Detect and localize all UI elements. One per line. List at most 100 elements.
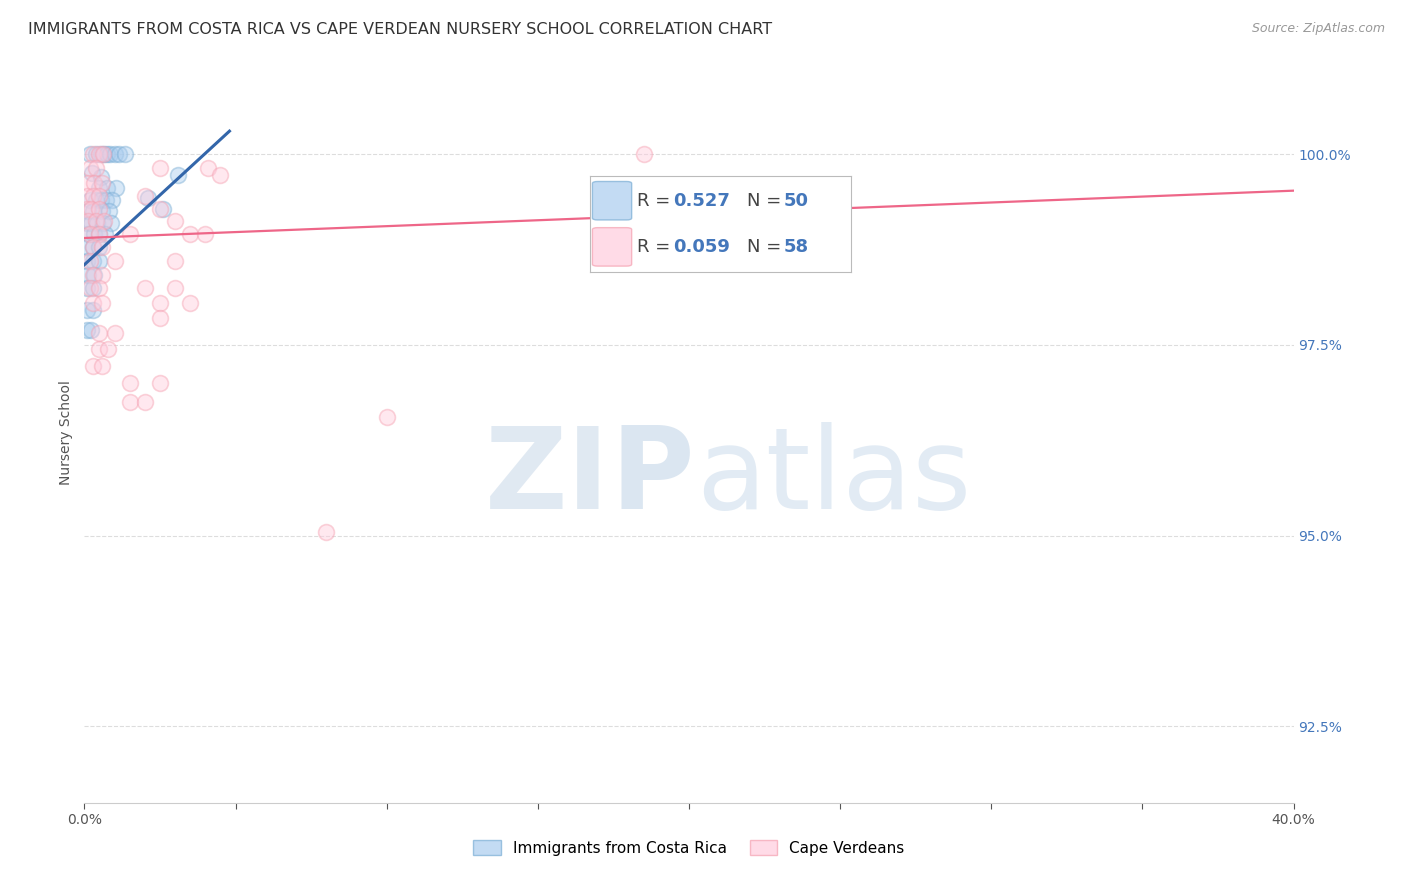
Point bbox=[83, 227, 105, 242]
Legend: Immigrants from Costa Rica, Cape Verdeans: Immigrants from Costa Rica, Cape Verdean… bbox=[467, 834, 911, 862]
Point bbox=[152, 202, 174, 216]
Point bbox=[76, 322, 98, 336]
Point bbox=[209, 169, 232, 183]
Point bbox=[134, 189, 156, 203]
Point bbox=[82, 268, 104, 282]
Point bbox=[79, 253, 101, 268]
Point bbox=[91, 147, 114, 161]
Point bbox=[101, 193, 124, 207]
Text: atlas: atlas bbox=[696, 422, 972, 533]
Point bbox=[93, 147, 115, 161]
Point bbox=[82, 189, 104, 203]
Point bbox=[118, 395, 141, 409]
Point bbox=[77, 176, 100, 190]
Point bbox=[89, 181, 111, 195]
Point bbox=[134, 395, 156, 409]
Point bbox=[82, 240, 104, 254]
Point bbox=[84, 214, 107, 228]
Text: N =: N = bbox=[747, 238, 787, 256]
Point bbox=[82, 359, 104, 374]
Point bbox=[76, 202, 98, 216]
Point bbox=[79, 227, 101, 242]
Point bbox=[84, 193, 107, 207]
Point bbox=[76, 216, 98, 230]
Text: R =: R = bbox=[637, 238, 676, 256]
Point bbox=[80, 322, 103, 336]
Point bbox=[194, 227, 217, 242]
Point bbox=[90, 176, 112, 190]
Point bbox=[90, 296, 112, 310]
Point bbox=[84, 161, 107, 175]
Y-axis label: Nursery School: Nursery School bbox=[59, 380, 73, 485]
Point bbox=[90, 268, 112, 282]
Point bbox=[104, 147, 127, 161]
Point bbox=[165, 214, 187, 228]
Point bbox=[80, 202, 103, 216]
Point bbox=[90, 204, 112, 219]
Point bbox=[97, 342, 120, 356]
Point bbox=[96, 147, 118, 161]
Point bbox=[76, 189, 98, 203]
Point bbox=[104, 253, 127, 268]
Point bbox=[82, 147, 104, 161]
Point bbox=[108, 147, 131, 161]
Point bbox=[87, 202, 110, 216]
Point bbox=[79, 280, 101, 294]
Point bbox=[118, 227, 141, 242]
Point bbox=[87, 147, 110, 161]
Point bbox=[149, 376, 172, 390]
Point bbox=[96, 181, 118, 195]
Point bbox=[93, 214, 115, 228]
Text: N =: N = bbox=[747, 192, 787, 210]
Point bbox=[82, 296, 104, 310]
FancyBboxPatch shape bbox=[592, 181, 631, 220]
Text: IMMIGRANTS FROM COSTA RICA VS CAPE VERDEAN NURSERY SCHOOL CORRELATION CHART: IMMIGRANTS FROM COSTA RICA VS CAPE VERDE… bbox=[28, 22, 772, 37]
Point bbox=[76, 240, 98, 254]
Point bbox=[87, 326, 110, 341]
Point bbox=[86, 147, 108, 161]
Point bbox=[136, 191, 159, 205]
Point bbox=[77, 204, 100, 219]
Point bbox=[77, 268, 100, 282]
Point bbox=[79, 161, 101, 175]
Point bbox=[83, 176, 105, 190]
Point bbox=[90, 359, 112, 374]
Point bbox=[94, 193, 117, 207]
Text: Source: ZipAtlas.com: Source: ZipAtlas.com bbox=[1251, 22, 1385, 36]
Text: P: P bbox=[610, 422, 693, 533]
Point bbox=[98, 204, 121, 219]
Point bbox=[91, 216, 114, 230]
Text: ZI: ZI bbox=[485, 422, 610, 533]
Text: 0.059: 0.059 bbox=[673, 238, 730, 256]
Point bbox=[104, 326, 127, 341]
Point bbox=[76, 253, 98, 268]
Point bbox=[87, 189, 110, 203]
Point bbox=[165, 253, 187, 268]
Point bbox=[87, 227, 110, 242]
Point bbox=[87, 280, 110, 294]
Point bbox=[149, 296, 172, 310]
Point bbox=[79, 147, 101, 161]
Point bbox=[86, 216, 108, 230]
Point bbox=[134, 280, 156, 294]
Point bbox=[179, 227, 201, 242]
Point bbox=[179, 296, 201, 310]
Point bbox=[90, 147, 112, 161]
Point bbox=[82, 204, 104, 219]
Point bbox=[149, 311, 172, 326]
Point bbox=[114, 147, 136, 161]
Text: 58: 58 bbox=[783, 238, 808, 256]
Point bbox=[149, 202, 172, 216]
Point bbox=[633, 147, 655, 161]
Point bbox=[80, 166, 103, 180]
Point bbox=[315, 524, 337, 539]
Point bbox=[82, 253, 104, 268]
Point bbox=[90, 169, 112, 184]
Point bbox=[167, 169, 190, 183]
Point bbox=[149, 161, 172, 175]
Point bbox=[87, 240, 110, 254]
FancyBboxPatch shape bbox=[592, 227, 631, 266]
Point bbox=[98, 147, 121, 161]
Point bbox=[87, 253, 110, 268]
Point bbox=[94, 227, 117, 242]
